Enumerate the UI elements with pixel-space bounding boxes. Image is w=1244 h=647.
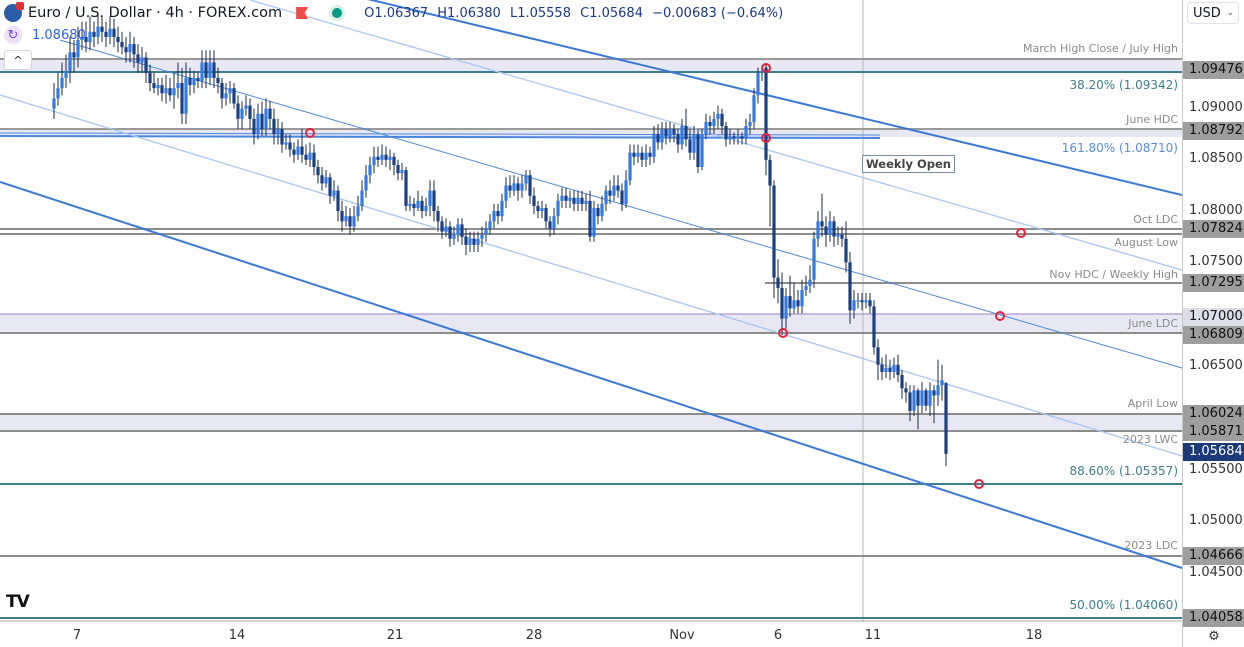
- price-label: 1.06024: [1183, 405, 1244, 423]
- market-status-icon[interactable]: [332, 8, 343, 18]
- time-label: 18: [1025, 628, 1043, 643]
- label-fib-50: 50.00% (1.04060): [1069, 598, 1178, 612]
- label-oct-ldc: Oct LDC: [1133, 213, 1178, 226]
- zone-march-high: [0, 59, 1182, 72]
- price-label: 1.07000: [1183, 308, 1244, 326]
- label-march-high: March High Close / July High: [1022, 42, 1178, 55]
- time-label: 28: [525, 628, 543, 643]
- label-june-hdc: June HDC: [1126, 113, 1178, 126]
- channel-lines: [0, 0, 1182, 569]
- time-label: 6: [773, 628, 783, 643]
- change-value: −0.00683 (−0.64%): [652, 5, 784, 21]
- price-label: 1.08500: [1189, 151, 1243, 166]
- price-label: 1.05000: [1189, 513, 1243, 528]
- tradingview-logo[interactable]: TV: [6, 592, 30, 612]
- close-value: C1.05684: [580, 5, 643, 21]
- price-label: 1.07824: [1183, 220, 1244, 238]
- price-label: 1.07295: [1183, 274, 1244, 292]
- time-label: 7: [72, 628, 82, 643]
- price-label: 1.05871: [1183, 423, 1244, 441]
- collapse-legend-button[interactable]: ^: [4, 50, 32, 70]
- currency-selector[interactable]: USD ⌄: [1187, 2, 1239, 24]
- price-label: 1.05684: [1183, 443, 1244, 461]
- label-2023-lwc: 2023 LWC: [1122, 433, 1178, 446]
- weekly-open-label: Weekly Open: [862, 155, 955, 173]
- price-label: 1.08792: [1183, 122, 1244, 140]
- flag-marker-icon[interactable]: [296, 7, 309, 19]
- settings-gear-icon[interactable]: ⚙: [1208, 629, 1220, 644]
- currency-label: USD: [1193, 5, 1221, 21]
- label-fib-1618: 161.80% (1.08710): [1061, 141, 1178, 155]
- indicator-row: ↻ 1.08680: [4, 26, 86, 44]
- zone-june-ldc: [0, 314, 1182, 333]
- time-label: 11: [864, 628, 882, 643]
- refresh-indicator-icon[interactable]: ↻: [4, 26, 22, 44]
- zone-april-low: [0, 414, 1182, 431]
- price-label: 1.09000: [1189, 100, 1243, 115]
- label-2023-ldc: 2023 LDC: [1124, 539, 1178, 552]
- eu-us-flag-icon: [4, 2, 24, 22]
- label-august-low: August Low: [1114, 236, 1178, 249]
- price-label: 1.09476: [1183, 61, 1244, 79]
- label-april-low: April Low: [1127, 397, 1178, 410]
- price-label: 1.04500: [1189, 565, 1243, 580]
- price-label: 1.08000: [1189, 203, 1243, 218]
- chevron-down-icon: ⌄: [1226, 8, 1234, 18]
- time-label: Nov: [669, 628, 695, 643]
- label-june-ldc: June LDC: [1128, 317, 1178, 330]
- price-label: 1.07500: [1189, 254, 1243, 269]
- time-label: 21: [386, 628, 404, 643]
- horizontal-levels: [0, 58, 1182, 622]
- label-nov-hdc: Nov HDC / Weekly High: [1049, 268, 1178, 281]
- open-value: O1.06367: [364, 5, 429, 21]
- candlestick-series: [52, 13, 948, 467]
- price-label: 1.06809: [1183, 326, 1244, 344]
- ohlc-values: O1.06367 H1.06380 L1.05558 C1.05684 −0.0…: [364, 6, 788, 21]
- indicator-value: 1.08680: [32, 27, 86, 43]
- low-value: L1.05558: [509, 5, 571, 21]
- symbol-title[interactable]: Euro / U.S. Dollar · 4h · FOREX.com: [28, 5, 283, 21]
- time-label: 14: [228, 628, 246, 643]
- price-chart[interactable]: [0, 0, 1182, 622]
- price-label: 1.04666: [1183, 547, 1244, 565]
- price-label: 1.04058: [1183, 609, 1244, 627]
- zone-june-hdc: [0, 128, 1182, 137]
- high-value: H1.06380: [437, 5, 501, 21]
- price-label: 1.05500: [1189, 462, 1243, 477]
- label-fib-382: 38.20% (1.09342): [1069, 78, 1178, 92]
- label-fib-886: 88.60% (1.05357): [1069, 464, 1178, 478]
- chart-header: Euro / U.S. Dollar · 4h · FOREX.com O1.0…: [4, 2, 788, 24]
- price-label: 1.06500: [1189, 358, 1243, 373]
- touch-markers: [305, 63, 1026, 489]
